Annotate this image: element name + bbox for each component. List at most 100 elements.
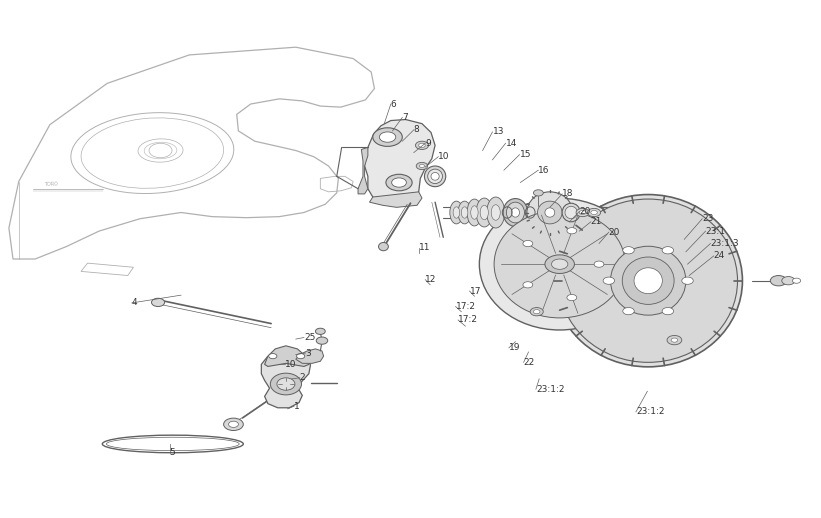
Polygon shape bbox=[365, 120, 435, 205]
Ellipse shape bbox=[622, 257, 674, 305]
Circle shape bbox=[416, 163, 428, 169]
Ellipse shape bbox=[538, 201, 562, 224]
Circle shape bbox=[770, 276, 787, 286]
Ellipse shape bbox=[565, 206, 577, 219]
Text: 3: 3 bbox=[305, 349, 311, 357]
Text: 24: 24 bbox=[713, 251, 725, 261]
Circle shape bbox=[152, 298, 165, 307]
Ellipse shape bbox=[545, 208, 555, 217]
Polygon shape bbox=[358, 148, 368, 194]
Ellipse shape bbox=[270, 373, 301, 395]
Text: 11: 11 bbox=[419, 243, 430, 252]
Ellipse shape bbox=[431, 172, 439, 180]
Circle shape bbox=[545, 255, 575, 274]
Text: 23:1:2: 23:1:2 bbox=[536, 385, 564, 394]
Text: 20: 20 bbox=[609, 227, 620, 237]
Ellipse shape bbox=[554, 195, 742, 367]
Ellipse shape bbox=[470, 206, 478, 219]
Text: 19: 19 bbox=[509, 343, 521, 352]
Ellipse shape bbox=[491, 205, 500, 220]
Circle shape bbox=[268, 354, 277, 358]
Circle shape bbox=[419, 143, 425, 148]
Ellipse shape bbox=[453, 207, 460, 218]
Circle shape bbox=[530, 308, 544, 316]
Text: 10: 10 bbox=[285, 360, 296, 369]
Text: 10: 10 bbox=[438, 152, 450, 161]
Text: 23:1:3: 23:1:3 bbox=[710, 239, 739, 248]
Circle shape bbox=[662, 247, 673, 254]
Text: 5: 5 bbox=[169, 448, 176, 457]
Text: 6: 6 bbox=[391, 99, 397, 108]
Text: 23:1:2: 23:1:2 bbox=[636, 408, 664, 416]
Circle shape bbox=[623, 247, 635, 254]
Circle shape bbox=[576, 208, 589, 217]
Text: 8: 8 bbox=[414, 125, 420, 134]
Circle shape bbox=[591, 210, 598, 214]
Ellipse shape bbox=[424, 166, 446, 186]
Circle shape bbox=[567, 227, 576, 234]
Ellipse shape bbox=[494, 210, 626, 318]
Text: 23:1: 23:1 bbox=[705, 226, 726, 236]
Text: 22: 22 bbox=[524, 358, 534, 367]
Ellipse shape bbox=[461, 207, 468, 218]
Polygon shape bbox=[261, 348, 310, 408]
Circle shape bbox=[567, 294, 576, 300]
Ellipse shape bbox=[479, 198, 640, 330]
Circle shape bbox=[552, 259, 568, 269]
Ellipse shape bbox=[450, 201, 463, 224]
Circle shape bbox=[534, 190, 544, 196]
Ellipse shape bbox=[458, 201, 471, 224]
Circle shape bbox=[671, 338, 677, 342]
Circle shape bbox=[386, 174, 412, 191]
Ellipse shape bbox=[562, 203, 580, 222]
Circle shape bbox=[623, 308, 635, 315]
Circle shape bbox=[379, 132, 396, 142]
Circle shape bbox=[223, 418, 243, 430]
Polygon shape bbox=[369, 192, 422, 207]
Circle shape bbox=[603, 277, 615, 284]
Circle shape bbox=[681, 277, 693, 284]
Circle shape bbox=[782, 277, 795, 285]
Circle shape bbox=[580, 210, 586, 214]
Ellipse shape bbox=[428, 169, 443, 183]
Circle shape bbox=[315, 328, 325, 335]
Circle shape bbox=[296, 354, 305, 358]
Text: 17:2: 17:2 bbox=[458, 315, 478, 324]
Circle shape bbox=[534, 310, 540, 314]
Ellipse shape bbox=[559, 199, 737, 363]
Ellipse shape bbox=[527, 192, 573, 233]
Text: 2: 2 bbox=[300, 373, 305, 382]
Ellipse shape bbox=[277, 378, 295, 390]
Text: 7: 7 bbox=[402, 113, 408, 122]
Text: 13: 13 bbox=[493, 127, 504, 136]
Circle shape bbox=[667, 336, 681, 345]
Text: TORO: TORO bbox=[44, 181, 58, 187]
Ellipse shape bbox=[503, 198, 528, 226]
Ellipse shape bbox=[634, 268, 663, 294]
Text: 4: 4 bbox=[132, 298, 137, 307]
Ellipse shape bbox=[511, 208, 520, 217]
Text: 9: 9 bbox=[425, 139, 431, 148]
Ellipse shape bbox=[611, 246, 686, 315]
Circle shape bbox=[316, 337, 328, 344]
Text: 17: 17 bbox=[470, 286, 481, 296]
Circle shape bbox=[420, 164, 424, 167]
Ellipse shape bbox=[480, 205, 488, 220]
Text: 1: 1 bbox=[294, 402, 300, 411]
Polygon shape bbox=[296, 349, 323, 363]
Circle shape bbox=[662, 308, 673, 315]
Ellipse shape bbox=[487, 197, 505, 228]
Text: 17:2: 17:2 bbox=[456, 302, 475, 311]
Text: 12: 12 bbox=[425, 275, 437, 284]
Polygon shape bbox=[264, 346, 309, 366]
Circle shape bbox=[415, 141, 429, 150]
Circle shape bbox=[523, 282, 533, 288]
Text: 15: 15 bbox=[520, 150, 531, 159]
Text: 20: 20 bbox=[580, 207, 591, 216]
Circle shape bbox=[392, 178, 406, 187]
Text: 14: 14 bbox=[506, 139, 517, 148]
Circle shape bbox=[373, 128, 402, 147]
Circle shape bbox=[588, 208, 601, 217]
Ellipse shape bbox=[378, 242, 388, 251]
Circle shape bbox=[594, 261, 604, 267]
